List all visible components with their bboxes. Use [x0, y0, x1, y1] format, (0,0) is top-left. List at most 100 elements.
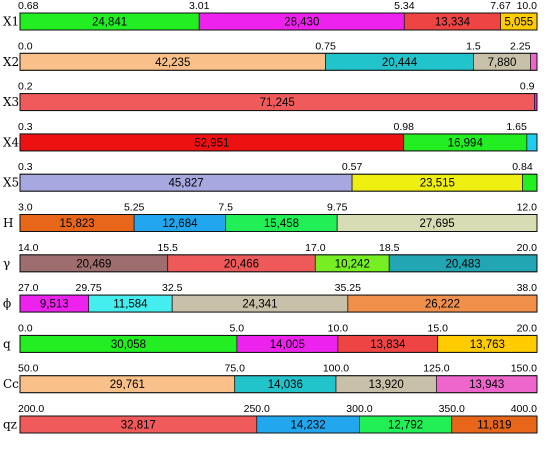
bar-segment	[522, 173, 538, 192]
tick-label: 15.5	[157, 242, 178, 254]
tick-label: 0.68	[18, 0, 39, 12]
tick-label: 0.75	[315, 40, 336, 52]
tick-label: 10.0	[517, 0, 538, 12]
segment-value-label: 24,341	[242, 299, 277, 311]
segment-value-label: 5,055	[504, 17, 533, 29]
bar-frame	[19, 12, 538, 31]
tick-label: 0.9	[520, 81, 535, 93]
tick-label: 10.0	[328, 322, 349, 334]
tick-label: 32.5	[162, 282, 183, 294]
tick-label: 0.0	[18, 40, 33, 52]
tick-label: 3.01	[189, 0, 210, 12]
tick-label: 0.57	[342, 161, 363, 173]
bar-frame	[19, 93, 538, 112]
segment-value-label: 23,515	[420, 178, 455, 190]
segment-value-label: 13,763	[470, 339, 505, 351]
segment-value-label: 7,880	[488, 57, 517, 69]
tick-label: 12.0	[517, 202, 538, 214]
segment-value-label: 9,513	[40, 299, 69, 311]
tick-label: 0.84	[512, 161, 533, 173]
tick-label: 150.0	[511, 363, 537, 375]
segment-value-label: 14,232	[291, 420, 326, 432]
tick-label: 0.98	[393, 121, 414, 133]
tick-label: 35.25	[335, 282, 361, 294]
tick-label: 9.75	[327, 202, 348, 214]
row-label: X1	[3, 15, 19, 29]
segment-value-label: 26,222	[425, 299, 460, 311]
segment-value-label: 16,994	[448, 137, 484, 149]
segment-value-label: 12,792	[388, 420, 423, 432]
tick-label: 100.0	[323, 363, 349, 375]
tick-label: 38.0	[517, 282, 538, 294]
row-label: ϕ	[3, 297, 11, 311]
bar-frame	[19, 133, 538, 152]
segment-value-label: 11,819	[477, 420, 511, 432]
bar-frame	[19, 254, 538, 273]
row-label: Cc	[3, 377, 19, 391]
row-label: X5	[3, 176, 19, 190]
bar-frame	[19, 294, 538, 313]
tick-label: 20.0	[517, 242, 538, 254]
tick-label: 7.5	[218, 202, 233, 214]
segment-value-label: 27,695	[420, 218, 455, 230]
segment-value-label: 10,242	[335, 258, 370, 270]
bar-frame	[19, 415, 538, 434]
row-label: X3	[3, 95, 19, 109]
tick-label: 5.34	[394, 0, 415, 12]
tick-label: 0.0	[18, 322, 33, 334]
segment-value-label: 20,483	[446, 258, 481, 270]
row-label: H	[3, 216, 13, 230]
tick-label: 14.0	[18, 242, 39, 254]
bar-frame	[19, 375, 538, 394]
tick-label: 200.0	[18, 403, 44, 415]
tick-label: 18.5	[379, 242, 400, 254]
tick-label: 400.0	[511, 403, 537, 415]
segment-value-label: 20,466	[224, 258, 259, 270]
bar-frame	[19, 173, 538, 192]
tick-label: 350.0	[439, 403, 465, 415]
segment-value-label: 20,444	[382, 57, 418, 69]
segment-value-label: 12,684	[162, 218, 198, 230]
row-label: q	[3, 337, 11, 351]
tick-label: 1.5	[466, 40, 481, 52]
bar-segment	[526, 133, 538, 152]
segment-value-label: 71,245	[260, 97, 295, 109]
segment-value-label: 45,827	[168, 178, 203, 190]
tick-label: 0.3	[18, 161, 33, 173]
tick-label: 15.0	[427, 322, 448, 334]
segment-value-label: 32,817	[121, 420, 156, 432]
tick-label: 27.0	[18, 282, 39, 294]
tick-label: 2.25	[510, 40, 531, 52]
segment-value-label: 11,584	[113, 299, 148, 311]
segment-value-label: 52,951	[194, 137, 229, 149]
segment-value-label: 14,036	[268, 379, 303, 391]
tick-label: 50.0	[18, 363, 39, 375]
bar-frame	[19, 52, 538, 71]
tick-label: 125.0	[423, 363, 449, 375]
tick-label: 5.0	[230, 322, 245, 334]
tick-label: 75.0	[224, 363, 245, 375]
row-label: X4	[3, 135, 20, 149]
segment-value-label: 13,334	[435, 17, 471, 29]
tick-label: 20.0	[517, 322, 538, 334]
tick-label: 29.75	[75, 282, 101, 294]
segment-value-label: 30,058	[111, 339, 146, 351]
segment-value-label: 13,834	[370, 339, 406, 351]
tick-label: 5.25	[124, 202, 145, 214]
segment-value-label: 13,943	[469, 379, 504, 391]
bar-frame	[19, 214, 538, 232]
segment-value-label: 29,761	[110, 379, 145, 391]
tick-label: 7.67	[490, 0, 511, 12]
segment-value-label: 14,005	[270, 339, 305, 351]
tick-label: 3.0	[18, 202, 33, 214]
segment-value-label: 15,823	[59, 218, 94, 230]
segment-value-label: 28,430	[284, 17, 319, 29]
tick-label: 17.0	[305, 242, 326, 254]
segment-value-label: 42,235	[155, 57, 190, 69]
segment-value-label: 15,458	[264, 218, 299, 230]
bar-segment	[530, 52, 538, 71]
tick-label: 300.0	[346, 403, 372, 415]
tick-label: 0.2	[18, 81, 33, 93]
tick-label: 250.0	[244, 403, 270, 415]
